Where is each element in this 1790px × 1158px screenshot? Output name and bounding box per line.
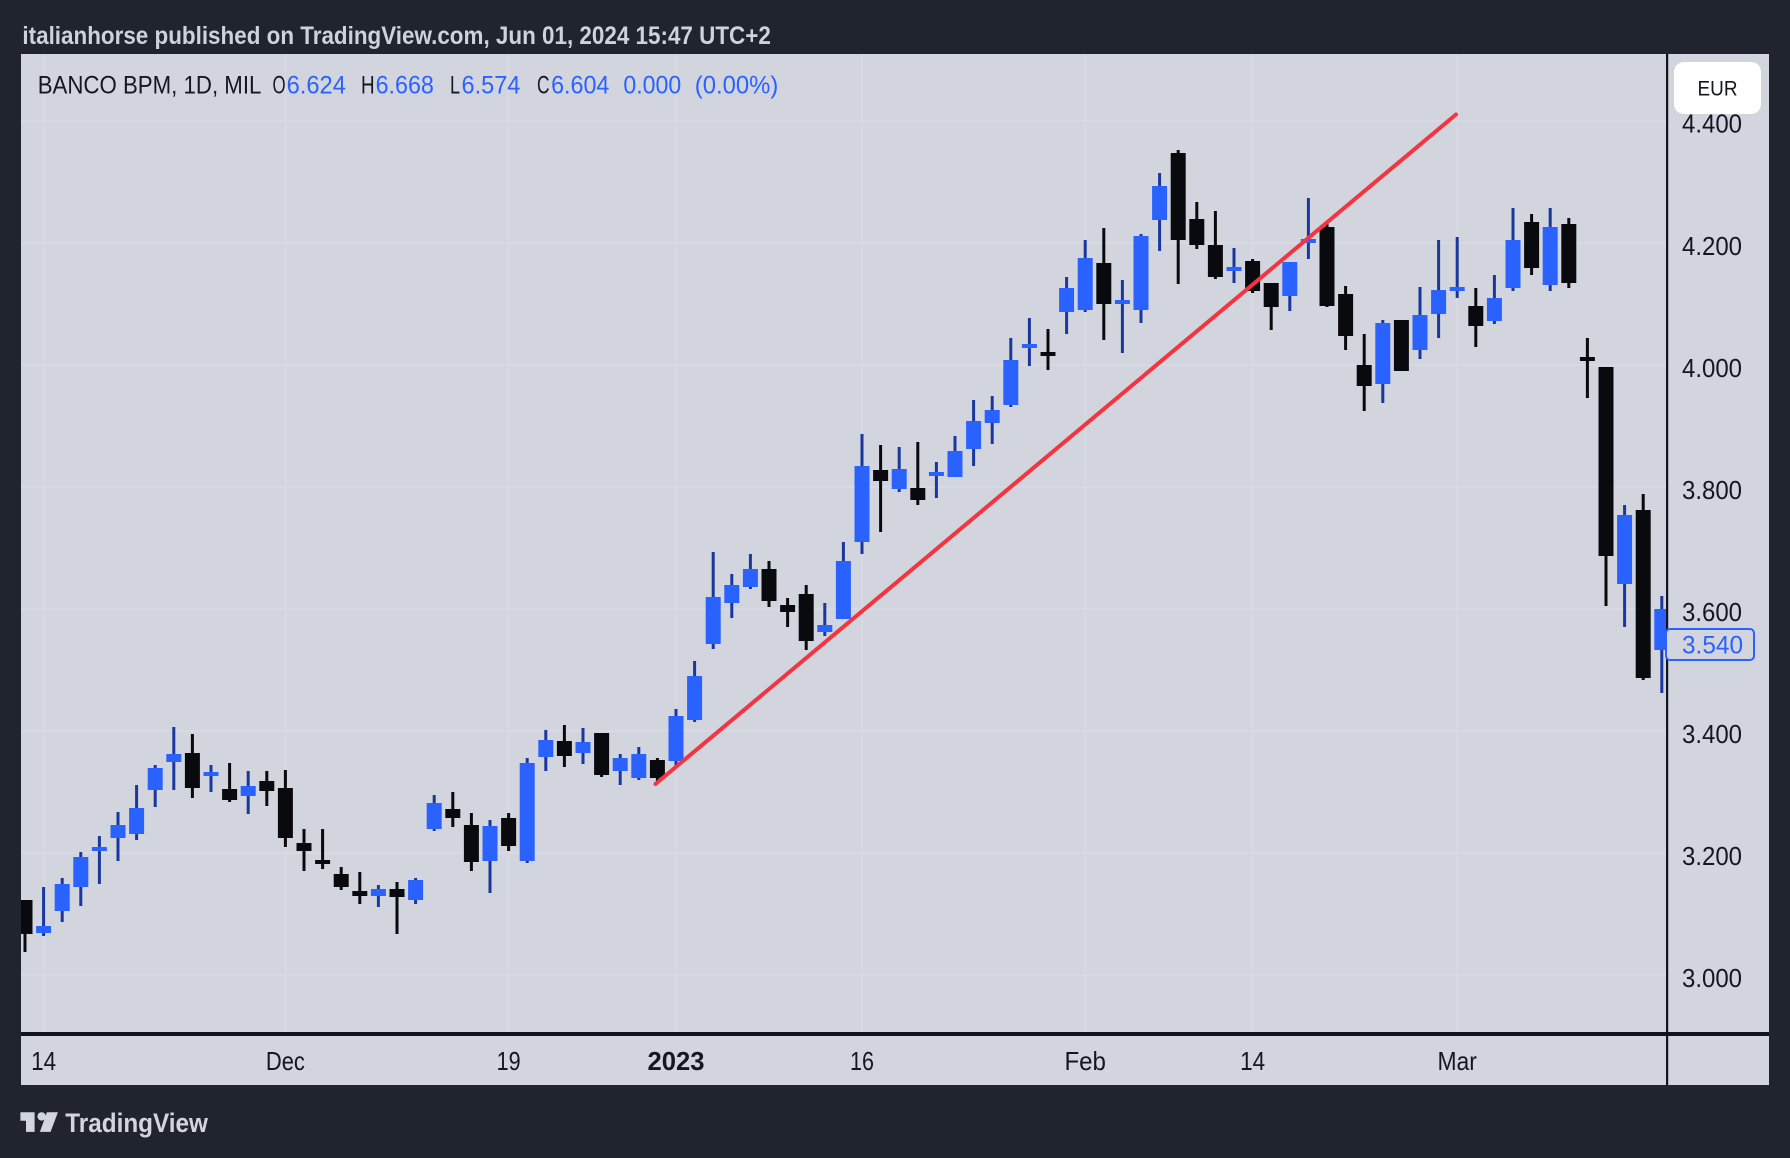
svg-text:2023: 2023 (648, 1046, 705, 1076)
svg-text:H: H (361, 72, 375, 100)
svg-text:3.000: 3.000 (1682, 963, 1742, 993)
svg-text:EUR: EUR (1698, 78, 1738, 101)
svg-text:TradingView: TradingView (65, 1108, 208, 1138)
svg-text:16: 16 (850, 1046, 874, 1076)
svg-text:BANCO BPM, 1D, MIL: BANCO BPM, 1D, MIL (38, 72, 262, 100)
svg-text:(0.00%): (0.00%) (695, 72, 779, 100)
svg-text:Feb: Feb (1064, 1046, 1106, 1076)
svg-text:6.624: 6.624 (287, 72, 346, 100)
svg-text:3.800: 3.800 (1682, 475, 1742, 505)
svg-text:4.200: 4.200 (1682, 231, 1742, 261)
svg-text:italianhorse published on Trad: italianhorse published on TradingView.co… (22, 22, 770, 50)
svg-text:6.574: 6.574 (462, 72, 521, 100)
svg-text:14: 14 (1240, 1046, 1265, 1076)
svg-text:6.604: 6.604 (551, 72, 609, 100)
svg-text:3.540: 3.540 (1682, 632, 1743, 660)
svg-text:3.600: 3.600 (1682, 597, 1742, 627)
svg-text:O: O (273, 72, 286, 100)
svg-text:14: 14 (31, 1046, 56, 1076)
svg-text:Dec: Dec (266, 1046, 305, 1076)
svg-text:19: 19 (497, 1046, 521, 1076)
svg-text:Mar: Mar (1437, 1046, 1477, 1076)
svg-text:L: L (450, 72, 460, 100)
svg-text:3.200: 3.200 (1682, 841, 1742, 871)
svg-text:3.400: 3.400 (1682, 719, 1742, 749)
svg-text:6.668: 6.668 (376, 72, 434, 100)
svg-text:C: C (537, 72, 550, 100)
svg-text:4.000: 4.000 (1682, 353, 1742, 383)
svg-text:0.000: 0.000 (623, 72, 681, 100)
